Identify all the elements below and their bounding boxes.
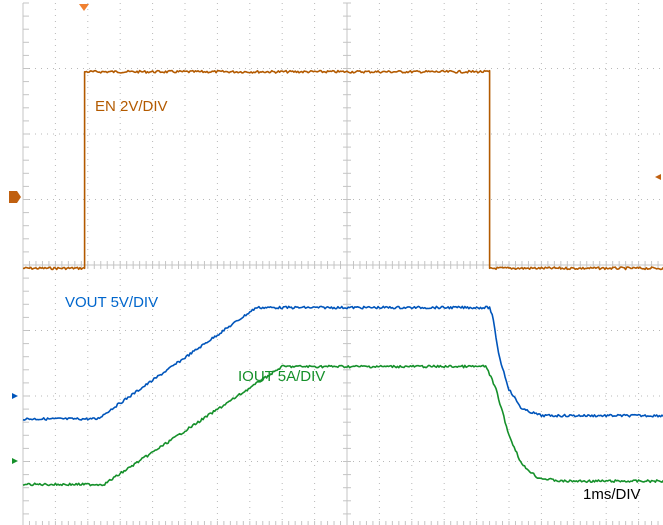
- timebase-label: 1ms/DIV: [583, 486, 641, 503]
- en-ground-marker: [9, 191, 21, 203]
- trigger-level-marker: [655, 174, 661, 180]
- waveform-traces: [22, 69, 663, 487]
- channel-markers: [9, 4, 661, 464]
- vout-ground-marker: [12, 393, 18, 399]
- trace-iout: [22, 364, 663, 487]
- vout-channel-label: VOUT 5V/DIV: [65, 294, 158, 311]
- en-channel-label: EN 2V/DIV: [95, 98, 168, 115]
- trace-vout: [22, 305, 663, 421]
- iout-channel-label: IOUT 5A/DIV: [238, 368, 325, 385]
- trace-en: [22, 69, 663, 271]
- trigger-position-marker: [79, 4, 89, 11]
- iout-ground-marker: [12, 458, 18, 464]
- graticule-grid: [22, 2, 663, 525]
